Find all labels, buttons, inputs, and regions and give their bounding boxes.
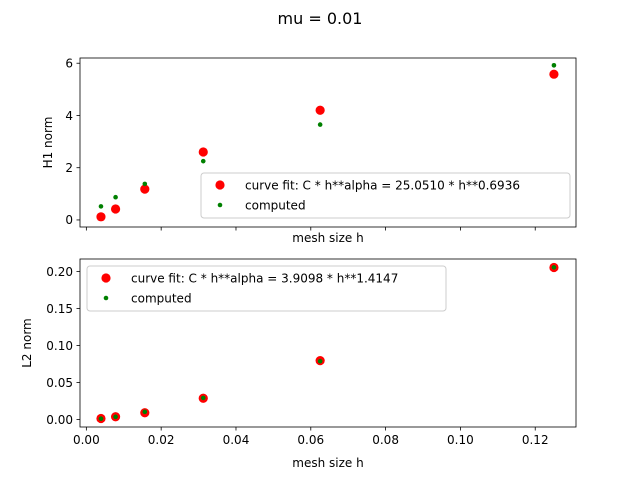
data-point-series-2 — [113, 414, 118, 420]
figure-title: mu = 0.01 — [278, 9, 363, 28]
x-tick-label: 0.08 — [372, 433, 399, 447]
y-tick-label: 0.20 — [46, 265, 73, 279]
y-tick-label: 0.15 — [46, 302, 73, 316]
data-point-series-2 — [551, 63, 557, 68]
x-tick-label: 0.06 — [297, 433, 324, 447]
legend-label-series-2: computed — [245, 199, 306, 213]
legend-box — [200, 172, 571, 219]
data-point-series-1 — [549, 69, 559, 79]
data-point-series-2 — [551, 265, 557, 270]
axes-frame — [79, 258, 577, 428]
y-tick-label: 4 — [65, 109, 73, 123]
x-axis-label: mesh size h — [292, 456, 363, 470]
legend-label-series-1: curve fit: C * h**alpha = 3.9098 * h**1.… — [131, 272, 398, 286]
data-point-series-2 — [142, 409, 148, 415]
data-point-series-2 — [98, 204, 104, 209]
legend-marker-series-2 — [103, 295, 109, 301]
h1-norm-axes: 0 2 4 6 mesh size h H1 norm curve fit: C * h**… — [41, 57, 577, 245]
legend-marker-series-2 — [217, 202, 223, 208]
y-axis-label: H1 norm — [41, 117, 55, 169]
axes-frame — [79, 57, 577, 228]
y-axis-label: L2 norm — [20, 318, 34, 368]
x-tick-label: 0.04 — [223, 433, 250, 447]
legend: curve fit: C * h**alpha = 25.0510 * h**0… — [200, 172, 571, 219]
data-point-series-2 — [200, 158, 206, 164]
data-point-series-1 — [96, 212, 106, 222]
y-tick-label: 0.05 — [46, 376, 73, 390]
legend-label-series-2: computed — [131, 292, 192, 306]
x-tick-label: 0.02 — [148, 433, 175, 447]
data-point-series-1 — [315, 105, 325, 115]
y-tick-label: 0.00 — [46, 413, 73, 427]
x-axis-label: mesh size h — [292, 231, 363, 245]
y-tick-label: 2 — [65, 161, 73, 175]
x-tick-label: 0.12 — [522, 433, 549, 447]
data-point-series-2 — [142, 181, 148, 187]
data-point-series-2 — [317, 358, 323, 364]
data-point-series-1 — [110, 204, 121, 214]
legend: curve fit: C * h**alpha = 3.9098 * h**1.… — [86, 265, 447, 312]
y-tick-label: 0.10 — [46, 339, 73, 353]
x-tick-label: 0.00 — [73, 433, 100, 447]
y-tick-label: 6 — [65, 57, 73, 71]
data-point-series-2 — [317, 122, 323, 127]
l2-norm-axes: 0.00 0.02 0.04 0.06 0.08 0.10 0.12 0.00 0.05 0.10… — [20, 258, 577, 470]
data-point-series-2 — [200, 395, 206, 401]
legend-marker-series-1 — [215, 180, 225, 190]
legend-label-series-1: curve fit: C * h**alpha = 25.0510 * h**0… — [245, 179, 520, 193]
legend-marker-series-1 — [101, 273, 111, 283]
data-point-series-1 — [140, 184, 150, 194]
x-tick-label: 0.10 — [447, 433, 474, 447]
y-tick-label: 0 — [65, 213, 73, 227]
data-point-series-2 — [98, 416, 104, 422]
data-point-series-1 — [198, 147, 208, 157]
data-point-series-2 — [113, 194, 118, 200]
legend-box — [86, 265, 447, 312]
